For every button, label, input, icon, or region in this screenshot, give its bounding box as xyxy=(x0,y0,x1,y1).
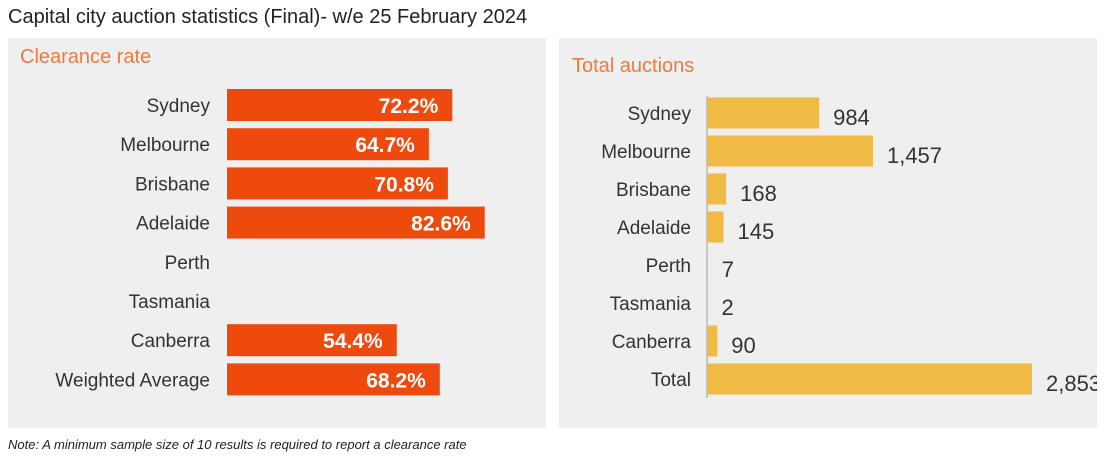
bar-sydney xyxy=(707,98,819,129)
bar-melbourne xyxy=(707,136,873,167)
page-title: Capital city auction statistics (Final)-… xyxy=(8,6,527,29)
value-label-perth: 7 xyxy=(722,257,734,282)
category-label-perth: Perth xyxy=(165,253,210,274)
value-label-tasmania: 2 xyxy=(722,295,734,320)
chart-title: Total auctions xyxy=(572,55,694,77)
value-label-melbourne: 64.7% xyxy=(355,134,415,157)
total-auctions-chart: Total auctions Sydney 984 Melbourne 1,457 Bri… xyxy=(559,38,1097,428)
category-label-sydney: Sydney xyxy=(628,104,692,125)
value-label-brisbane: 70.8% xyxy=(374,173,434,196)
category-label-canberra: Canberra xyxy=(612,332,692,353)
value-label-brisbane: 168 xyxy=(740,181,777,206)
category-label-perth: Perth xyxy=(646,256,691,277)
clearance-rate-panel: Clearance rate Sydney 72.2% Melbourne 64.7% B… xyxy=(8,38,546,428)
total-auctions-panel: Total auctions Sydney 984 Melbourne 1,457 Bri… xyxy=(559,38,1097,428)
bar-perth xyxy=(707,250,708,281)
value-label-adelaide: 145 xyxy=(738,219,775,244)
category-label-brisbane: Brisbane xyxy=(616,180,691,201)
category-label-tasmania: Tasmania xyxy=(610,294,692,315)
bar-tasmania xyxy=(707,288,708,319)
category-label-weighted-average: Weighted Average xyxy=(55,370,210,391)
value-label-weighted-average: 68.2% xyxy=(366,369,426,392)
value-label-melbourne: 1,457 xyxy=(887,143,942,168)
category-label-brisbane: Brisbane xyxy=(135,174,210,195)
chart-title: Clearance rate xyxy=(20,46,151,68)
bar-adelaide xyxy=(707,212,724,243)
value-label-canberra: 54.4% xyxy=(323,330,383,353)
category-label-total: Total xyxy=(651,370,691,391)
bar-brisbane xyxy=(707,174,726,205)
category-label-adelaide: Adelaide xyxy=(136,214,210,235)
footnote: Note: A minimum sample size of 10 result… xyxy=(8,437,467,452)
value-label-sydney: 984 xyxy=(833,105,870,130)
bar-canberra xyxy=(707,326,717,357)
category-label-melbourne: Melbourne xyxy=(120,135,210,156)
category-label-adelaide: Adelaide xyxy=(617,218,691,239)
value-label-canberra: 90 xyxy=(731,333,755,358)
category-label-tasmania: Tasmania xyxy=(129,292,211,313)
value-label-adelaide: 82.6% xyxy=(411,213,471,236)
value-label-sydney: 72.2% xyxy=(379,95,439,118)
clearance-rate-chart: Clearance rate Sydney 72.2% Melbourne 64.7% B… xyxy=(8,38,546,428)
value-label-total: 2,853 xyxy=(1046,371,1097,396)
bar-total xyxy=(707,364,1032,395)
category-label-sydney: Sydney xyxy=(147,96,211,117)
category-label-melbourne: Melbourne xyxy=(601,142,691,163)
category-label-canberra: Canberra xyxy=(131,331,211,352)
